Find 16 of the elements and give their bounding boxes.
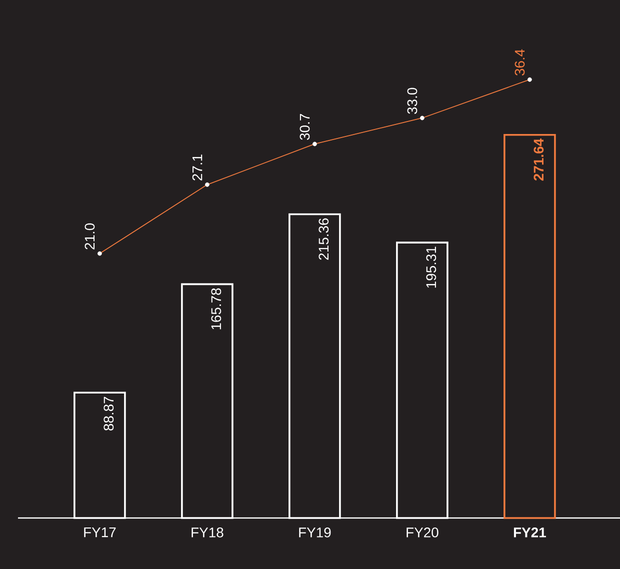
- data-label: 165.78: [211, 288, 222, 330]
- data-label: 21.0: [84, 223, 95, 250]
- data-label: 195.31: [426, 246, 436, 288]
- x-tick-label: FY18: [192, 527, 224, 538]
- data-label: 33.0: [407, 88, 418, 114]
- x-tick-label: FY19: [299, 527, 331, 538]
- data-label: 36.4: [514, 49, 525, 76]
- bar: [504, 134, 556, 519]
- data-label: 88.87: [104, 396, 114, 430]
- x-tick-label: FY20: [406, 527, 438, 538]
- data-label: 27.1: [192, 154, 202, 180]
- data-label: 215.36: [318, 218, 329, 260]
- x-tick-label: FY21: [514, 527, 546, 538]
- data-label: 271.64: [534, 138, 544, 181]
- x-tick-label: FY17: [84, 528, 116, 538]
- data-label: 30.7: [300, 114, 310, 140]
